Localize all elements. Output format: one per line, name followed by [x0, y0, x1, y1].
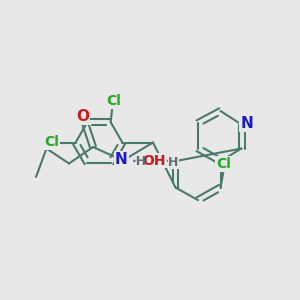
Text: Cl: Cl [216, 158, 231, 171]
Text: N: N [115, 152, 128, 167]
Text: Cl: Cl [44, 136, 59, 149]
Text: OH: OH [142, 154, 166, 167]
Text: N: N [241, 116, 253, 130]
Text: ·H: ·H [131, 154, 146, 168]
Text: O: O [76, 109, 89, 124]
Text: H: H [168, 155, 179, 169]
Text: Cl: Cl [106, 94, 121, 108]
